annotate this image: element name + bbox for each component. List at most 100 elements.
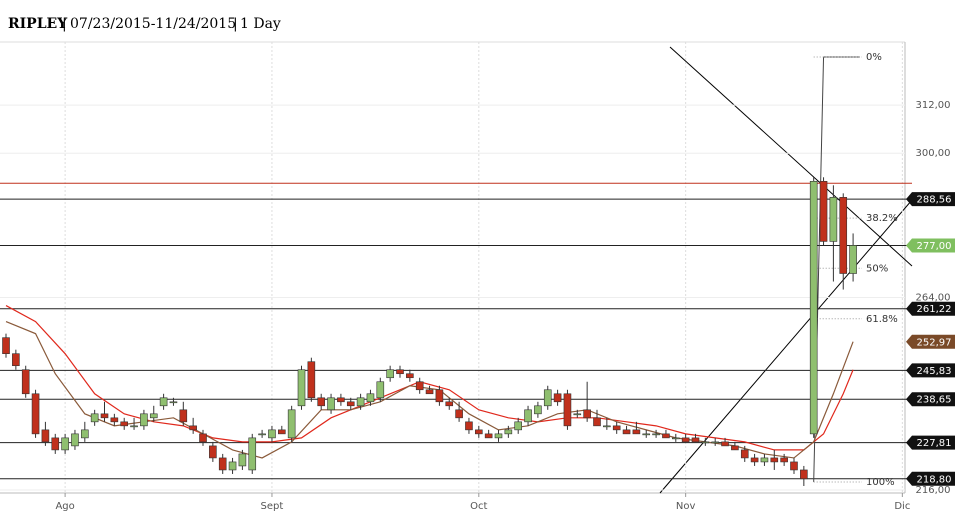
candle-body [199, 433, 207, 443]
fib-label: 50% [866, 263, 888, 274]
x-tick-label: Oct [470, 501, 487, 512]
level-box [906, 363, 955, 378]
candle-body [81, 429, 89, 439]
candle-body [740, 449, 749, 459]
candle-body [218, 457, 227, 471]
candle-body [346, 401, 355, 407]
level-box [906, 192, 955, 207]
candle-body [278, 429, 286, 435]
candle-body [711, 441, 719, 444]
y-tick-label: 216,00 [916, 485, 951, 496]
candle-body [415, 381, 424, 391]
candle-body [494, 433, 503, 439]
candle-body [731, 445, 739, 451]
candle-body [130, 425, 138, 428]
candle-body [317, 397, 326, 407]
candle-body [71, 433, 79, 447]
fib-label: 38.2% [866, 213, 898, 224]
candle-body [681, 437, 690, 443]
candle-body [258, 433, 266, 436]
candle-body [41, 429, 50, 443]
candle-body [839, 197, 848, 274]
level-label: 245,83 [917, 366, 952, 377]
separator: | [62, 16, 67, 32]
candle-body [337, 397, 345, 403]
candle-body [297, 369, 306, 407]
candle-body [573, 413, 582, 416]
candle-body [366, 393, 375, 403]
candle-body [465, 421, 473, 431]
candle-body [553, 393, 562, 403]
candle-body [396, 369, 404, 375]
candle-body [31, 393, 40, 435]
fib-label: 100% [866, 477, 895, 488]
level-label: 252,97 [917, 337, 952, 348]
candle-body [800, 469, 808, 480]
candle-body [583, 409, 591, 419]
candle-body [543, 389, 552, 407]
fib-label: 0% [866, 52, 882, 63]
y-tick-label: 312,00 [916, 100, 951, 111]
candle-body [622, 429, 631, 435]
candle-body [12, 353, 20, 367]
candle-body [179, 409, 188, 423]
candle-body [652, 433, 660, 436]
candle-body [406, 373, 414, 379]
candle-body [691, 437, 700, 443]
x-tick-label: Dic [894, 501, 910, 512]
level-box [906, 334, 955, 349]
candle-body [750, 457, 759, 463]
interval: 1 Day [240, 16, 281, 32]
trend-line [659, 199, 913, 494]
candle-body [504, 429, 513, 435]
level-box [906, 392, 955, 407]
level-box [906, 301, 955, 316]
candle-body [435, 389, 444, 403]
y-tick-label: 264,00 [916, 293, 951, 304]
candle-body [51, 437, 60, 451]
candle-body [110, 417, 119, 423]
level-label: 227,81 [917, 438, 952, 449]
x-tick-label: Sept [261, 501, 284, 512]
candle-body [2, 337, 10, 354]
candle-body [248, 437, 257, 471]
candle-body [662, 433, 670, 439]
level-label: 261,22 [917, 304, 952, 315]
candle-body [169, 401, 178, 404]
candle-body [90, 413, 99, 423]
separator: | [233, 16, 238, 32]
candle-body [455, 409, 463, 419]
level-label: 277,00 [917, 241, 952, 252]
candle-body [159, 397, 168, 407]
y-tick-label: 300,00 [916, 148, 951, 159]
fib-label: 61.8% [866, 314, 898, 325]
candle-body [376, 381, 385, 399]
candle-body [809, 181, 818, 435]
trend-line [669, 46, 913, 267]
level-box [906, 435, 955, 450]
candle-body [612, 425, 621, 431]
candle-body [829, 197, 838, 242]
candle-body [445, 401, 454, 407]
candle-body [307, 361, 316, 399]
candle-body [287, 409, 296, 439]
symbol: RIPLEY [8, 16, 68, 32]
candle-body [514, 421, 522, 431]
candle-body [238, 453, 247, 467]
candle-body [849, 245, 857, 274]
candle-body [189, 425, 197, 431]
candle-body [100, 413, 109, 419]
candle-body [534, 405, 542, 415]
candle-body [593, 417, 601, 427]
candle-body [642, 433, 651, 436]
level-box [906, 471, 955, 486]
level-label: 218,80 [917, 474, 952, 485]
moving-average [5, 305, 854, 451]
candle-body [268, 429, 276, 439]
candle-body [474, 429, 483, 435]
candle-body [386, 369, 394, 379]
candle-body [721, 441, 729, 447]
candle-body [701, 441, 710, 444]
candle-body [603, 425, 611, 428]
